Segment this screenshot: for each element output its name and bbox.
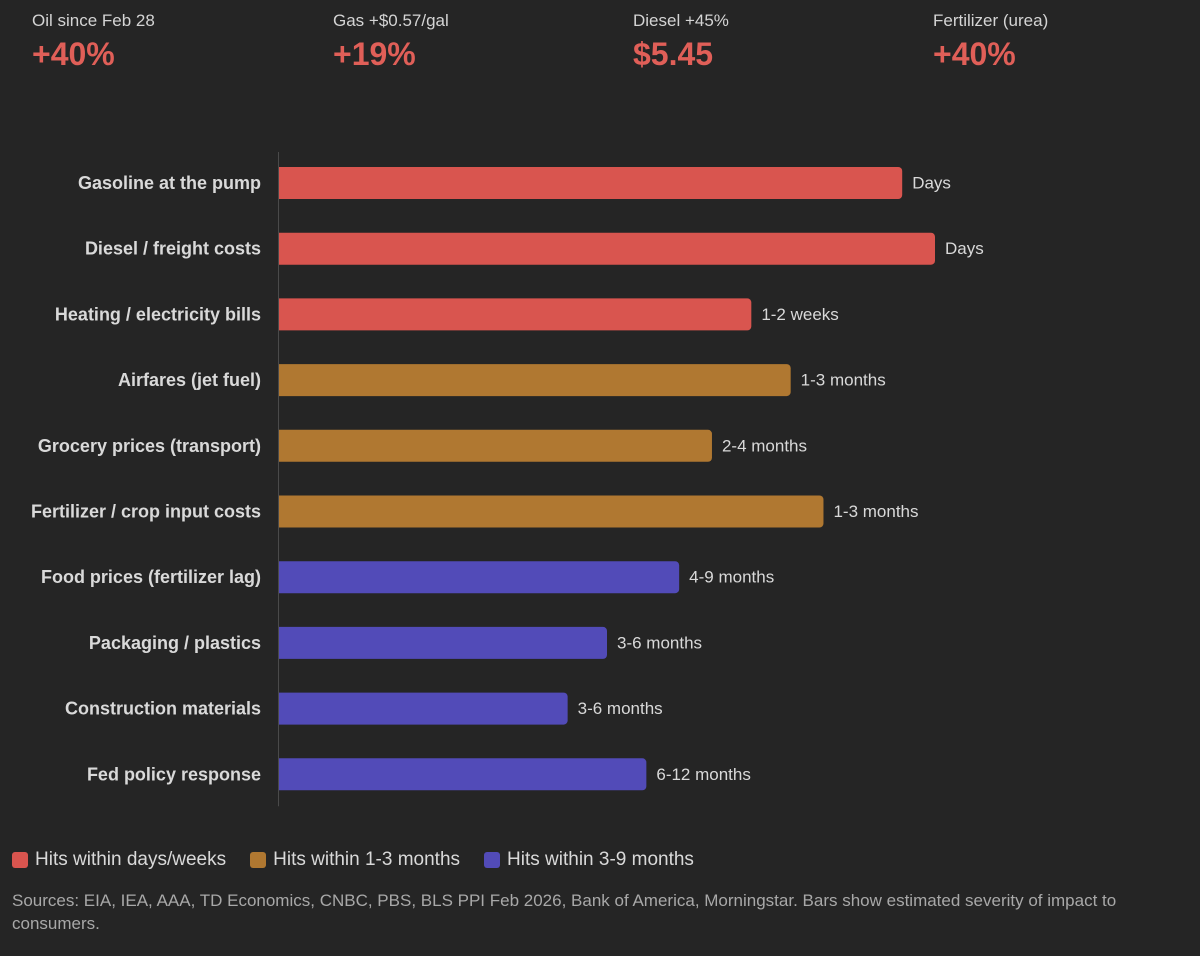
- legend-label-3-9-months: Hits within 3-9 months: [507, 849, 694, 870]
- data-label: Days: [912, 174, 951, 193]
- bar: [279, 495, 824, 528]
- bar: [279, 298, 752, 331]
- impact-bar-chart: Gasoline at the pump Days Diesel / freight…: [31, 152, 984, 807]
- data-label: Days: [945, 239, 984, 258]
- category-label: Construction materials: [65, 699, 261, 719]
- bar: [279, 232, 935, 265]
- chart-legend: Hits within days/weeks Hits within 1-3 m…: [12, 846, 718, 874]
- category-label: Grocery prices (transport): [38, 436, 261, 456]
- category-label: Heating / electricity bills: [55, 304, 261, 324]
- stat-diesel: Diesel +45% $5.45: [633, 8, 913, 74]
- stats-row: Oil since Feb 28 +40% Gas +$0.57/gal +19…: [0, 8, 1200, 78]
- bar: [279, 364, 791, 397]
- data-label: 4-9 months: [689, 568, 774, 587]
- data-label: 1-2 weeks: [761, 305, 838, 324]
- stat-oil-value: +40%: [32, 36, 115, 72]
- legend-item-1-3-months: Hits within 1-3 months: [250, 849, 460, 871]
- stat-oil: Oil since Feb 28 +40%: [32, 8, 312, 74]
- stat-diesel-label: Diesel +45%: [633, 11, 729, 30]
- legend-label-days-weeks: Hits within days/weeks: [35, 849, 227, 870]
- bar: [279, 626, 607, 659]
- category-label: Food prices (fertilizer lag): [41, 567, 261, 587]
- data-label: 1-3 months: [833, 502, 918, 521]
- category-label: Packaging / plastics: [89, 633, 261, 653]
- category-label: Fed policy response: [87, 764, 261, 784]
- bar: [279, 692, 568, 725]
- bar: [279, 167, 903, 199]
- legend-item-days-weeks: Hits within days/weeks: [12, 849, 226, 871]
- category-label: Fertilizer / crop input costs: [31, 502, 261, 522]
- data-label: 6-12 months: [656, 765, 751, 784]
- legend-swatch-1-3-months: [250, 852, 267, 868]
- category-label: Airfares (jet fuel): [118, 370, 261, 390]
- data-label: 3-6 months: [617, 633, 702, 652]
- stat-diesel-value: $5.45: [633, 36, 714, 72]
- stat-gas-label: Gas +$0.57/gal: [333, 11, 449, 30]
- sources-note: Sources: EIA, IEA, AAA, TD Economics, CN…: [12, 891, 1117, 933]
- bar: [279, 561, 680, 594]
- legend-swatch-3-9-months: [484, 852, 501, 868]
- legend-swatch-days-weeks: [12, 852, 28, 868]
- legend-label-1-3-months: Hits within 1-3 months: [273, 849, 461, 870]
- data-label: 2-4 months: [722, 436, 807, 455]
- data-label: 1-3 months: [801, 371, 886, 390]
- category-label: Gasoline at the pump: [78, 173, 261, 193]
- bar: [279, 429, 712, 462]
- stat-gas: Gas +$0.57/gal +19%: [333, 8, 613, 74]
- stat-fertilizer-value: +40%: [933, 36, 1016, 72]
- legend-item-3-9-months: Hits within 3-9 months: [484, 849, 694, 871]
- bar: [279, 758, 647, 791]
- stat-fertilizer: Fertilizer (urea) +40%: [933, 8, 1200, 74]
- category-label: Diesel / freight costs: [85, 239, 261, 259]
- stat-fertilizer-label: Fertilizer (urea): [933, 11, 1049, 30]
- data-label: 3-6 months: [578, 699, 663, 718]
- stat-gas-value: +19%: [333, 36, 416, 72]
- stat-oil-label: Oil since Feb 28: [32, 11, 155, 30]
